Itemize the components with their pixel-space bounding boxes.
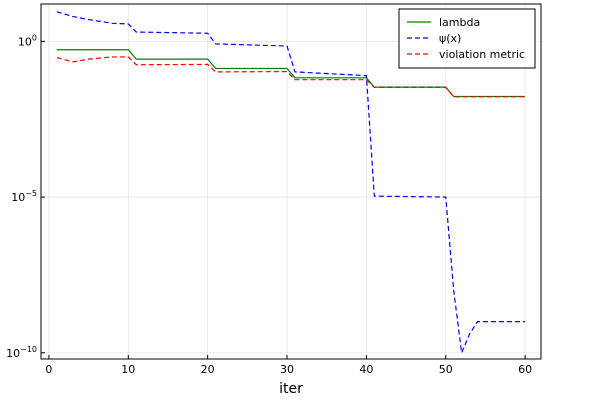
x-tick-label: 10 [121, 363, 135, 376]
y-tick-label: 100 [18, 33, 37, 48]
series-layer [56, 11, 526, 354]
y-ticks: 100 10−5 10−10 [6, 33, 45, 360]
x-tick-label: 30 [280, 363, 294, 376]
x-axis-title: iter [279, 381, 303, 397]
x-tick-label: 40 [359, 363, 373, 376]
series-line-2 [56, 11, 526, 354]
legend-label: ψ(x) [439, 32, 461, 45]
x-ticks: 0 10 20 30 40 50 60 [45, 355, 532, 376]
y-tick-label: 10−5 [11, 189, 37, 204]
series-line-3 [56, 56, 526, 98]
legend-label: lambda [439, 16, 480, 29]
x-tick-label: 20 [201, 363, 215, 376]
x-tick-label: 50 [439, 363, 453, 376]
legend-box [398, 8, 536, 69]
x-tick-label: 0 [45, 363, 52, 376]
legend: lambda ψ(x) violation metric [398, 8, 536, 69]
y-tick-label: 10−10 [6, 345, 37, 360]
plot-frame [40, 3, 542, 360]
x-tick-label: 60 [518, 363, 532, 376]
legend-label: violation metric [439, 48, 525, 61]
